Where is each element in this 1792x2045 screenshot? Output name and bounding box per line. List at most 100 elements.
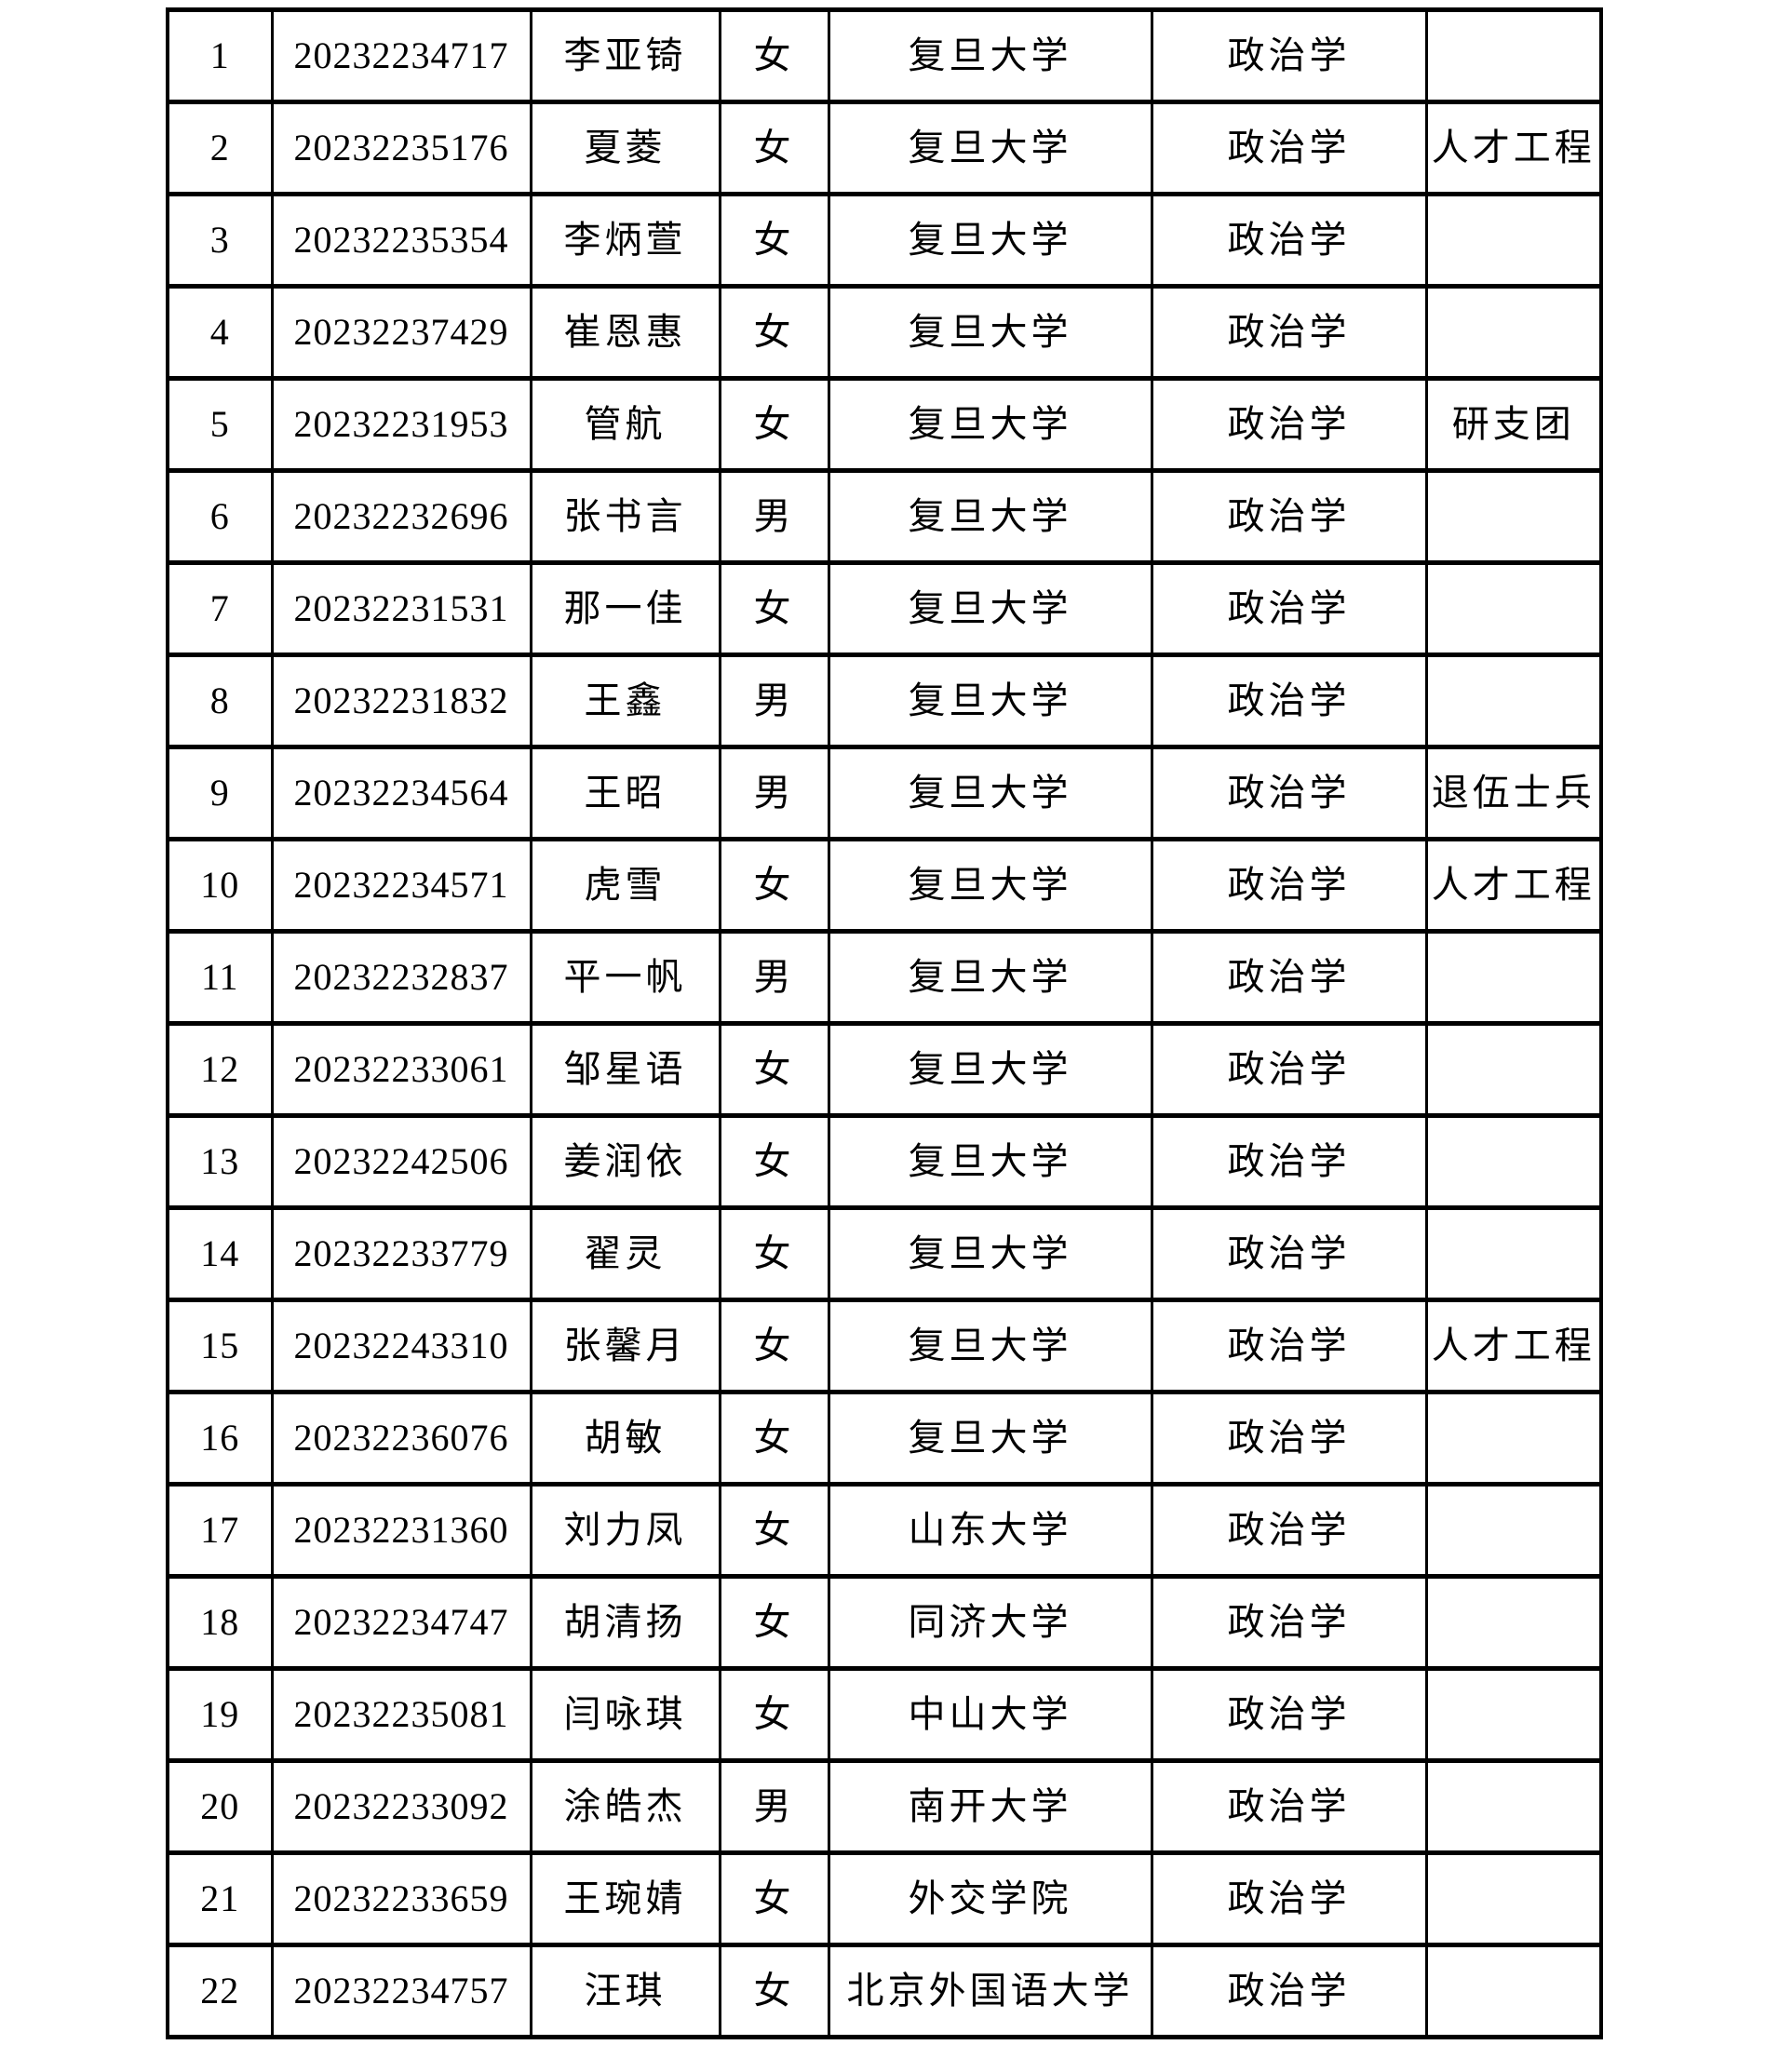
cell-student-id: 20232235354 <box>270 192 532 289</box>
cell-student-id: 20232234717 <box>270 7 532 104</box>
cell-university: 复旦大学 <box>827 1113 1153 1210</box>
cell-university: 复旦大学 <box>827 1021 1153 1118</box>
cell-serial-number: 9 <box>166 745 274 841</box>
cell-gender: 女 <box>718 1850 830 1947</box>
cell-student-id: 20232231953 <box>270 376 532 473</box>
cell-student-id: 20232233092 <box>270 1758 532 1855</box>
cell-serial-number: 2 <box>166 100 274 196</box>
cell-university: 中山大学 <box>827 1666 1153 1763</box>
cell-university: 北京外国语大学 <box>827 1943 1153 2039</box>
cell-student-id: 20232242506 <box>270 1113 532 1210</box>
cell-student-id: 20232233779 <box>270 1205 532 1302</box>
cell-major: 政治学 <box>1150 1205 1428 1302</box>
cell-gender: 男 <box>718 468 830 565</box>
cell-remark <box>1424 1205 1603 1302</box>
cell-gender: 女 <box>718 1298 830 1394</box>
cell-major: 政治学 <box>1150 192 1428 289</box>
table-row: 1 20232234717 李亚锜 女 复旦大学 政治学 <box>166 7 1603 104</box>
cell-remark: 人才工程 <box>1424 100 1603 196</box>
cell-university: 复旦大学 <box>827 837 1153 934</box>
cell-gender: 女 <box>718 1574 830 1671</box>
cell-name: 崔恩惠 <box>529 284 721 381</box>
cell-student-id: 20232233061 <box>270 1021 532 1118</box>
cell-student-id: 20232234564 <box>270 745 532 841</box>
cell-serial-number: 5 <box>166 376 274 473</box>
cell-name: 王昭 <box>529 745 721 841</box>
cell-name: 姜润依 <box>529 1113 721 1210</box>
cell-remark <box>1424 1113 1603 1210</box>
cell-major: 政治学 <box>1150 745 1428 841</box>
cell-student-id: 20232236076 <box>270 1390 532 1487</box>
table-row: 7 20232231531 那一佳 女 复旦大学 政治学 <box>166 560 1603 657</box>
cell-major: 政治学 <box>1150 1113 1428 1210</box>
cell-remark <box>1424 560 1603 657</box>
cell-student-id: 20232231531 <box>270 560 532 657</box>
cell-serial-number: 16 <box>166 1390 274 1487</box>
table-row: 12 20232233061 邹星语 女 复旦大学 政治学 <box>166 1021 1603 1118</box>
table-row: 15 20232243310 张馨月 女 复旦大学 政治学 人才工程 <box>166 1298 1603 1394</box>
cell-serial-number: 4 <box>166 284 274 381</box>
table-row: 6 20232232696 张书言 男 复旦大学 政治学 <box>166 468 1603 565</box>
cell-gender: 女 <box>718 376 830 473</box>
cell-name: 翟灵 <box>529 1205 721 1302</box>
table-row: 8 20232231832 王鑫 男 复旦大学 政治学 <box>166 653 1603 749</box>
cell-gender: 女 <box>718 1021 830 1118</box>
cell-name: 李亚锜 <box>529 7 721 104</box>
table-row: 14 20232233779 翟灵 女 复旦大学 政治学 <box>166 1205 1603 1302</box>
cell-name: 王琬婧 <box>529 1850 721 1947</box>
cell-remark <box>1424 7 1603 104</box>
cell-student-id: 20232231360 <box>270 1482 532 1579</box>
cell-gender: 女 <box>718 1113 830 1210</box>
cell-gender: 女 <box>718 7 830 104</box>
cell-university: 复旦大学 <box>827 284 1153 381</box>
cell-remark <box>1424 1021 1603 1118</box>
cell-serial-number: 12 <box>166 1021 274 1118</box>
cell-university: 外交学院 <box>827 1850 1153 1947</box>
cell-gender: 男 <box>718 653 830 749</box>
cell-remark <box>1424 284 1603 381</box>
cell-serial-number: 10 <box>166 837 274 934</box>
cell-remark <box>1424 192 1603 289</box>
table-row: 17 20232231360 刘力凤 女 山东大学 政治学 <box>166 1482 1603 1579</box>
cell-university: 复旦大学 <box>827 100 1153 196</box>
cell-university: 复旦大学 <box>827 1298 1153 1394</box>
cell-gender: 女 <box>718 192 830 289</box>
cell-university: 南开大学 <box>827 1758 1153 1855</box>
cell-student-id: 20232235081 <box>270 1666 532 1763</box>
cell-name: 李炳萱 <box>529 192 721 289</box>
cell-name: 张馨月 <box>529 1298 721 1394</box>
cell-remark <box>1424 1666 1603 1763</box>
cell-major: 政治学 <box>1150 1758 1428 1855</box>
cell-student-id: 20232234571 <box>270 837 532 934</box>
cell-student-id: 20232234757 <box>270 1943 532 2039</box>
cell-serial-number: 17 <box>166 1482 274 1579</box>
cell-student-id: 20232233659 <box>270 1850 532 1947</box>
cell-remark <box>1424 1758 1603 1855</box>
cell-name: 刘力凤 <box>529 1482 721 1579</box>
cell-gender: 女 <box>718 1482 830 1579</box>
cell-serial-number: 14 <box>166 1205 274 1302</box>
cell-name: 汪琪 <box>529 1943 721 2039</box>
cell-major: 政治学 <box>1150 7 1428 104</box>
table-row: 20 20232233092 涂皓杰 男 南开大学 政治学 <box>166 1758 1603 1855</box>
cell-serial-number: 3 <box>166 192 274 289</box>
cell-name: 涂皓杰 <box>529 1758 721 1855</box>
cell-name: 张书言 <box>529 468 721 565</box>
cell-major: 政治学 <box>1150 929 1428 1026</box>
cell-remark <box>1424 653 1603 749</box>
table-row: 13 20232242506 姜润依 女 复旦大学 政治学 <box>166 1113 1603 1210</box>
cell-name: 虎雪 <box>529 837 721 934</box>
cell-student-id: 20232232696 <box>270 468 532 565</box>
cell-name: 那一佳 <box>529 560 721 657</box>
cell-serial-number: 13 <box>166 1113 274 1210</box>
cell-university: 复旦大学 <box>827 1390 1153 1487</box>
cell-remark <box>1424 1850 1603 1947</box>
table-row: 5 20232231953 管航 女 复旦大学 政治学 研支团 <box>166 376 1603 473</box>
cell-major: 政治学 <box>1150 1482 1428 1579</box>
cell-major: 政治学 <box>1150 376 1428 473</box>
cell-name: 胡清扬 <box>529 1574 721 1671</box>
cell-major: 政治学 <box>1150 1850 1428 1947</box>
cell-remark: 人才工程 <box>1424 837 1603 934</box>
cell-remark <box>1424 1390 1603 1487</box>
